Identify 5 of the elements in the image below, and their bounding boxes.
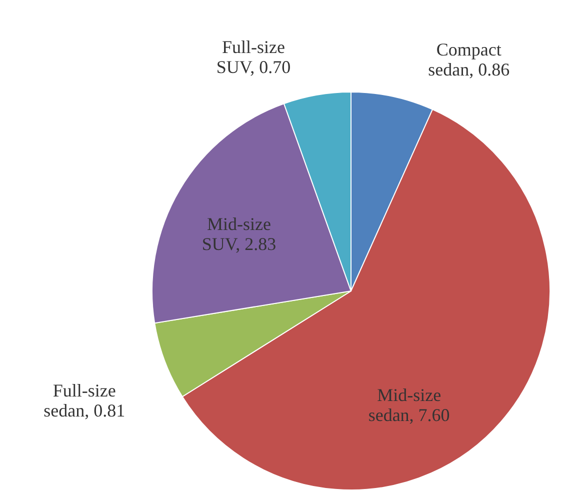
slice-label: Mid-size SUV, 2.83 bbox=[202, 214, 276, 254]
slice-label: Compact sedan, 0.86 bbox=[428, 39, 510, 80]
slice-label: Full-size SUV, 0.70 bbox=[216, 36, 291, 77]
slice-label: Mid-size sedan, 7.60 bbox=[368, 385, 450, 426]
slice-label: Full-size sedan, 0.81 bbox=[44, 380, 126, 421]
